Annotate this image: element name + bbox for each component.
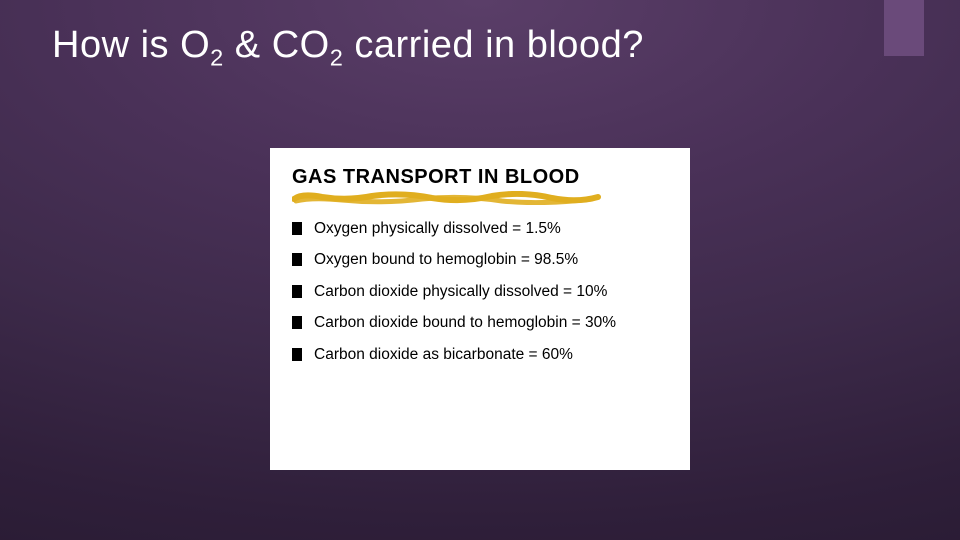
title-suffix: carried in blood? (343, 24, 644, 66)
title-mid: & CO (224, 24, 330, 66)
bullet-list: Oxygen physically dissolved = 1.5% Oxyge… (292, 219, 668, 364)
bullet-icon (292, 222, 302, 235)
slide-title: How is O2 & CO2 carried in blood? (52, 24, 644, 67)
title-prefix: How is O (52, 24, 210, 66)
title-sub2: 2 (330, 45, 344, 71)
list-item-text: Carbon dioxide as bicarbonate = 60% (314, 346, 573, 363)
heading-underline (292, 191, 668, 205)
slide: How is O2 & CO2 carried in blood? GAS TR… (0, 0, 960, 540)
title-sub1: 2 (210, 45, 224, 71)
list-item: Oxygen physically dissolved = 1.5% (292, 219, 668, 238)
bullet-icon (292, 348, 302, 361)
list-item-text: Carbon dioxide physically dissolved = 10… (314, 283, 607, 300)
list-item: Carbon dioxide bound to hemoglobin = 30% (292, 313, 668, 332)
list-item-text: Oxygen physically dissolved = 1.5% (314, 220, 561, 237)
list-item: Carbon dioxide physically dissolved = 10… (292, 282, 668, 301)
list-item: Oxygen bound to hemoglobin = 98.5% (292, 250, 668, 269)
content-panel: GAS TRANSPORT IN BLOOD Oxygen physically… (270, 148, 690, 470)
panel-heading: GAS TRANSPORT IN BLOOD (292, 166, 668, 189)
list-item-text: Carbon dioxide bound to hemoglobin = 30% (314, 314, 616, 331)
accent-tab (884, 0, 924, 56)
list-item-text: Oxygen bound to hemoglobin = 98.5% (314, 251, 578, 268)
bullet-icon (292, 316, 302, 329)
bullet-icon (292, 285, 302, 298)
bullet-icon (292, 253, 302, 266)
list-item: Carbon dioxide as bicarbonate = 60% (292, 345, 668, 364)
